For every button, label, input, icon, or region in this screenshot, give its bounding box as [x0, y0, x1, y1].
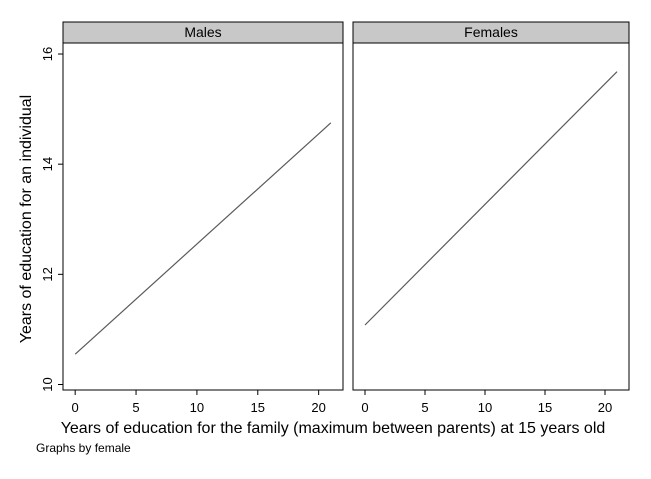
x-tick-label: 20 [311, 400, 325, 415]
panel-2: Females 0 5 10 15 20 [352, 21, 630, 415]
x-tick-label: 10 [478, 400, 492, 415]
x-tick-label: 10 [190, 400, 204, 415]
panel-title: Females [464, 24, 518, 40]
panel-frame [352, 42, 630, 391]
series-line [364, 71, 618, 326]
y-tick-label: 16 [40, 47, 55, 61]
panel-title: Males [184, 24, 221, 40]
x-tick-label: 15 [538, 400, 552, 415]
x-axis-title: Years of education for the family (maxim… [61, 420, 606, 437]
graphs-by-note: Graphs by female [36, 441, 131, 455]
x-tick-label: 0 [361, 400, 368, 415]
y-tick-label: 10 [40, 377, 55, 391]
x-tick-label: 20 [598, 400, 612, 415]
x-tick-label: 5 [132, 400, 139, 415]
series-line [74, 122, 332, 355]
x-tick-label: 0 [72, 400, 79, 415]
y-axis-title: Years of education for an individual [18, 95, 35, 343]
y-tick-label: 12 [40, 267, 55, 281]
panel-1: Males 0 5 10 15 20 10 12 14 16 [40, 21, 344, 415]
x-tick-label: 5 [421, 400, 428, 415]
x-tick-label: 15 [251, 400, 265, 415]
panel-frame [62, 42, 344, 391]
y-tick-label: 14 [40, 157, 55, 171]
